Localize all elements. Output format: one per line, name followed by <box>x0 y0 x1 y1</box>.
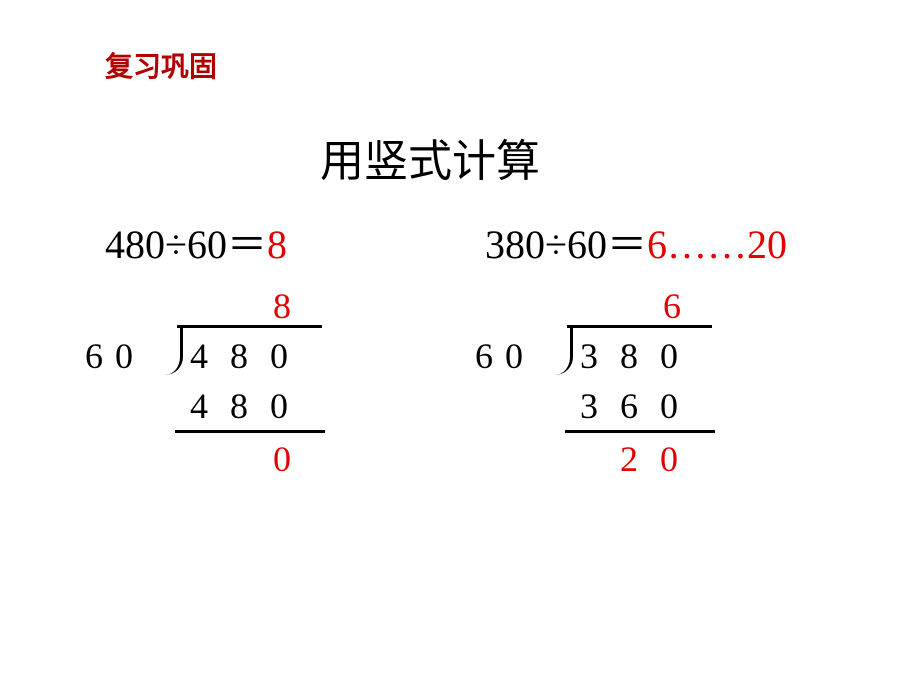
division-bracket <box>548 325 573 375</box>
division-bracket <box>158 325 183 375</box>
equation-expression: 480÷60＝ <box>105 222 267 267</box>
equation-left: 480÷60＝8 <box>105 212 287 270</box>
division-top-line <box>177 325 322 328</box>
quotient: 6 <box>663 285 681 327</box>
division-bottom-line <box>175 430 325 433</box>
section-header: 复习巩固 <box>105 45 217 85</box>
dividend: 380 <box>580 335 700 377</box>
divisor: 60 <box>85 335 145 377</box>
dividend: 480 <box>190 335 310 377</box>
quotient: 8 <box>273 285 291 327</box>
division-top-line <box>567 325 712 328</box>
equation-expression: 380÷60＝ <box>485 222 647 267</box>
remainder: 20 <box>620 438 700 480</box>
equation-answer: 6……20 <box>647 222 787 267</box>
page-title: 用竖式计算 <box>320 125 540 189</box>
divisor: 60 <box>475 335 535 377</box>
subtraction-line: 360 <box>580 385 700 427</box>
equation-answer: 8 <box>267 222 287 267</box>
equation-right: 380÷60＝6……20 <box>485 212 787 270</box>
division-bottom-line <box>565 430 715 433</box>
subtraction-line: 480 <box>190 385 310 427</box>
remainder: 0 <box>273 438 291 480</box>
